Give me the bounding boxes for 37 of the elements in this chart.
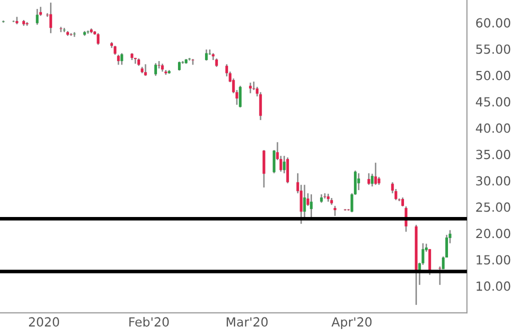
x-tick-label: Apr'20 (332, 317, 372, 330)
candlestick (49, 2, 52, 34)
candlestick (282, 155, 286, 174)
candlestick (334, 205, 336, 217)
candlestick (60, 26, 62, 33)
candlestick (96, 32, 100, 46)
y-tick-label: 35.00 (476, 150, 510, 160)
candlestick (445, 234, 448, 258)
y-tick-label: 20.00 (476, 228, 510, 238)
y-tick-label: 25.00 (476, 202, 510, 212)
y-tick-label: 40.00 (476, 123, 510, 133)
candlestick (286, 156, 289, 184)
candlestick (117, 54, 120, 66)
y-tick-label: 10.00 (476, 281, 510, 291)
y-tick-label: 45.00 (476, 97, 510, 107)
candlestick (357, 172, 360, 191)
candlestick (374, 162, 377, 186)
candlestick (120, 52, 124, 66)
y-tick-label: 55.00 (476, 44, 510, 54)
candlestick (205, 48, 208, 62)
candlestick (73, 31, 76, 38)
y-tick-label: 60.00 (476, 18, 510, 28)
candlestick (238, 85, 242, 108)
candlestick (262, 149, 266, 188)
candlestick (36, 8, 39, 26)
candlestick (310, 194, 313, 220)
x-tick-label: 2020 (28, 317, 60, 327)
x-tick-label: Mar'20 (226, 317, 268, 327)
y-tick-label: 50.00 (476, 70, 510, 80)
x-tick-label: Feb'20 (129, 316, 169, 327)
y-tick-label: 30.00 (476, 176, 510, 186)
candlestick (367, 172, 370, 186)
candlestick (303, 184, 306, 220)
y-tick-label: 15.00 (476, 255, 510, 265)
candlestick (144, 64, 147, 77)
candlestick (259, 91, 262, 121)
candlestick (428, 248, 432, 276)
